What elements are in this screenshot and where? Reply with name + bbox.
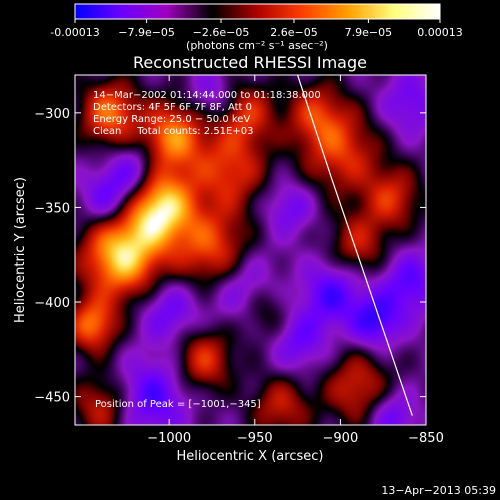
- x-axis-label: Heliocentric X (arcsec): [177, 449, 324, 464]
- solar-limb-curve: [297, 75, 413, 416]
- y-tick-label: −450: [34, 391, 70, 406]
- x-axis: −1000 −950 −900 −850: [147, 75, 444, 446]
- colorbar: [74, 3, 441, 20]
- colorbar-tick-label: -0.00013: [50, 26, 99, 39]
- colorbar-tick-label: −2.6e−05: [193, 26, 250, 39]
- y-tick-label: −350: [34, 201, 70, 216]
- colorbar-tick-label: 2.6e−05: [270, 26, 317, 39]
- image-canvas-group: [75, 75, 426, 425]
- y-tick-label: −300: [34, 107, 70, 122]
- peak-position-label: Position of Peak = [−1001,−345]: [95, 399, 261, 410]
- info-detectors: Detectors: 4F 5F 6F 7F 8F, Att 0: [93, 102, 252, 113]
- info-energy-range: Energy Range: 25.0 − 50.0 keV: [93, 114, 250, 125]
- info-time-range: 14−Mar−2002 01:14:44.000 to 01:18:38.000: [93, 90, 321, 101]
- colorbar-tick-label: 0.00013: [417, 26, 463, 39]
- y-axis: −300 −350 −400 −450: [34, 107, 426, 406]
- x-tick-label: −950: [237, 431, 273, 446]
- x-tick-label: −900: [323, 431, 359, 446]
- colorbar-tick-label: −7.9e−05: [118, 26, 175, 39]
- y-tick-label: −400: [34, 296, 70, 311]
- colorbar-unit-label: (photons cm⁻² s⁻¹ asec⁻²): [186, 39, 328, 52]
- colorbar-ticks: -0.00013 −7.9e−05 −2.6e−05 2.6e−05 7.9e−05 0.…: [50, 19, 463, 39]
- generated-timestamp: 13−Apr−2013 05:39: [381, 484, 496, 497]
- chart-title: Reconstructed RHESSI Image: [133, 53, 367, 72]
- colorbar-tick-label: 7.9e−05: [345, 26, 392, 39]
- x-tick-label: −850: [408, 431, 444, 446]
- plot-frame: [74, 74, 427, 426]
- info-clean-counts: Clean Total counts: 2.51E+03: [93, 126, 253, 137]
- x-tick-label: −1000: [147, 431, 191, 446]
- y-axis-label: Heliocentric Y (arcsec): [13, 177, 28, 323]
- heatmap-image: [75, 75, 426, 425]
- info-block: 14−Mar−2002 01:14:44.000 to 01:18:38.000…: [93, 90, 321, 137]
